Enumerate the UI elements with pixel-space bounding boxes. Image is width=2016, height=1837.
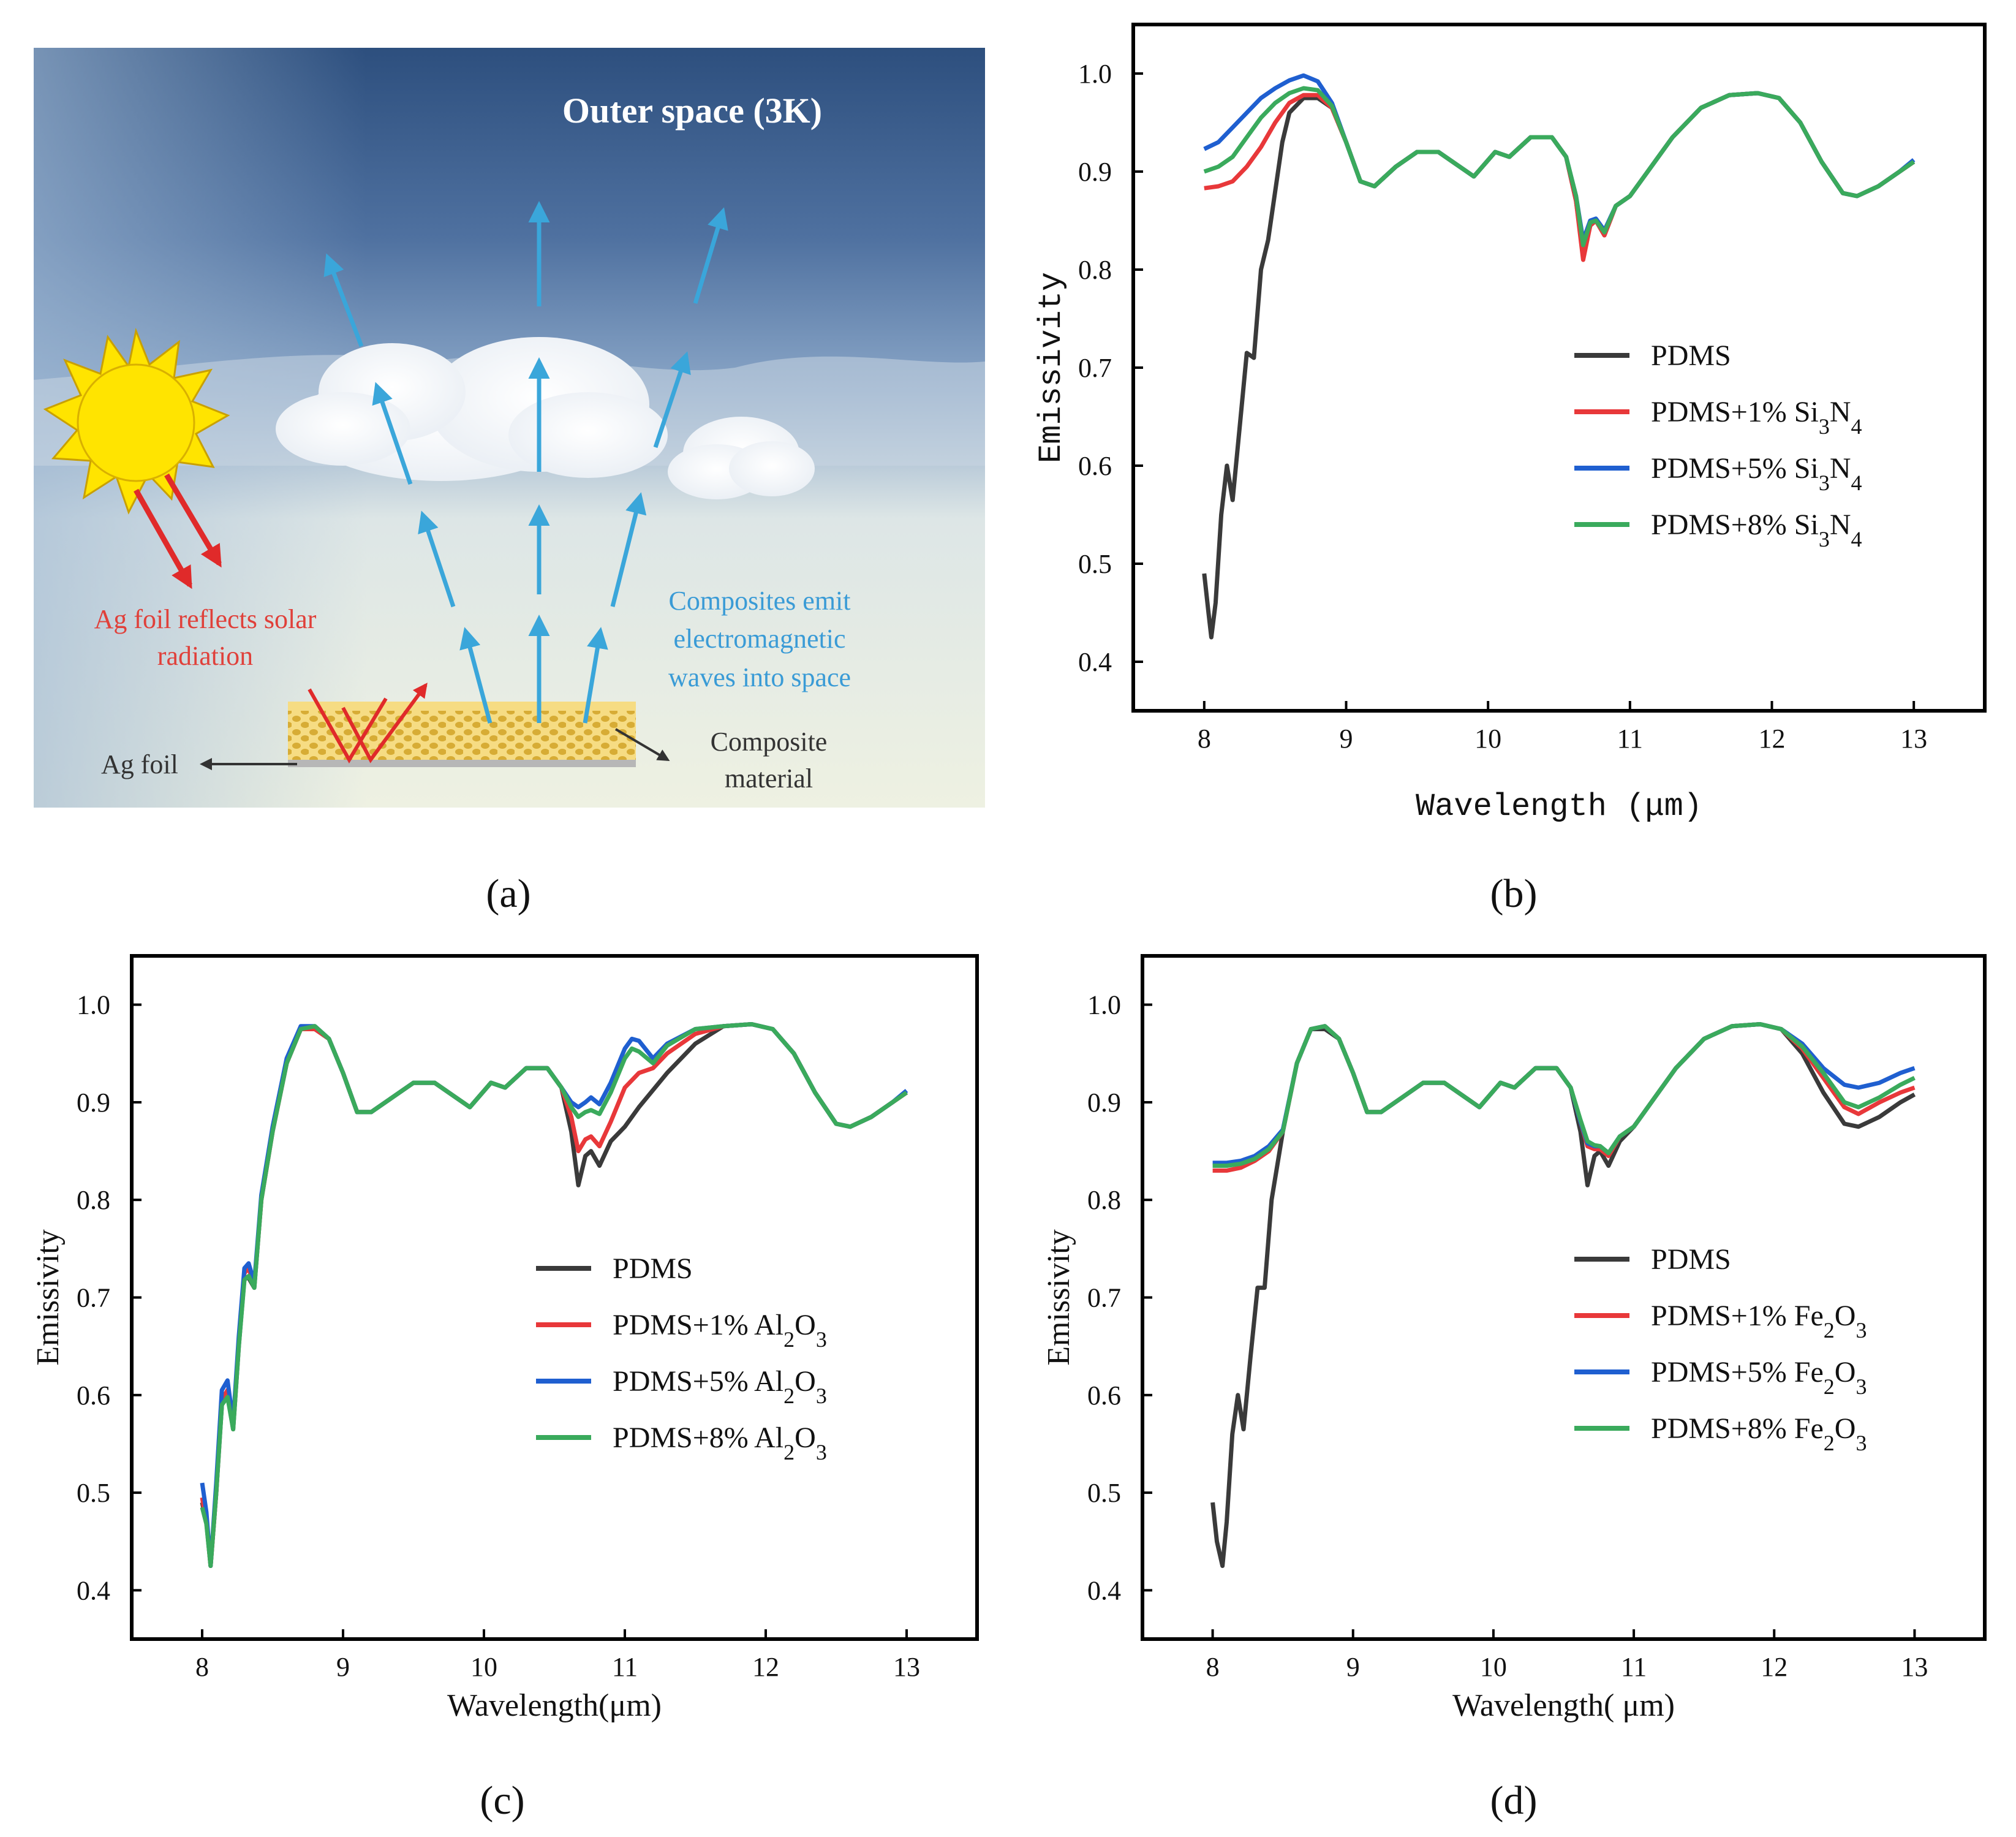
ag-foil-layer bbox=[288, 760, 636, 767]
y-tick-label: 0.9 bbox=[77, 1088, 110, 1118]
y-tick-label: 0.6 bbox=[77, 1381, 110, 1411]
x-tick-label: 12 bbox=[752, 1652, 779, 1682]
series-line bbox=[1212, 1022, 1916, 1168]
y-tick-label: 0.7 bbox=[1087, 1283, 1121, 1313]
x-tick-label: 11 bbox=[1617, 724, 1643, 754]
chart-d: 8 9 10 11 12 13 0.4 0.5 0.6 0.7 0.8 0.9 1.0 Wavelengt… bbox=[1041, 954, 1987, 1723]
y-tick-label: 0.6 bbox=[1078, 451, 1112, 481]
emit-text-line1: Composites emit bbox=[669, 586, 851, 616]
series-line bbox=[200, 1022, 908, 1568]
x-tick-label: 9 bbox=[1340, 724, 1353, 754]
series-line bbox=[200, 1022, 908, 1568]
emit-text-line2: electromagnetic bbox=[674, 624, 846, 654]
series-line bbox=[1202, 91, 1916, 640]
series-line bbox=[1212, 1022, 1916, 1165]
x-axis-label: Wavelength (μm) bbox=[1416, 789, 1702, 825]
y-tick-label: 0.7 bbox=[77, 1283, 110, 1313]
x-tick-label: 10 bbox=[1474, 724, 1501, 754]
legend-label: PDMS+1% Al2O3 bbox=[613, 1309, 827, 1352]
plot-frame bbox=[1141, 954, 1987, 1641]
series-line bbox=[200, 1022, 908, 1568]
plot-frame bbox=[130, 954, 979, 1641]
series-line bbox=[1204, 91, 1916, 262]
x-tick-label: 12 bbox=[1759, 724, 1786, 754]
y-axis-label: Emissivity bbox=[1041, 1229, 1076, 1365]
x-tick-label: 13 bbox=[1901, 1652, 1928, 1682]
chart-b: 8 9 10 11 12 13 0.4 0.5 0.6 0.7 0.8 0.9 1.0 Wavelengt… bbox=[1033, 23, 1987, 825]
y-tick-label: 0.5 bbox=[77, 1478, 110, 1508]
legend-label: PDMS+8% Al2O3 bbox=[613, 1422, 827, 1464]
x-tick-label: 13 bbox=[1900, 724, 1927, 754]
x-tick-label: 8 bbox=[1198, 724, 1211, 754]
y-tick-label: 0.8 bbox=[77, 1185, 110, 1215]
small-cloud-icon bbox=[668, 417, 815, 499]
panel-c-label: (c) bbox=[480, 1778, 524, 1823]
y-tick-label: 0.7 bbox=[1078, 353, 1112, 383]
x-tick-label: 11 bbox=[1621, 1652, 1647, 1682]
x-axis-label: Wavelength(μm) bbox=[447, 1688, 662, 1723]
y-tick-label: 1.0 bbox=[1087, 990, 1121, 1020]
legend-label: PDMS+5% Al2O3 bbox=[613, 1365, 827, 1408]
panel-a-illustration: Outer space (3K) Ag foil reflects solar … bbox=[34, 48, 985, 916]
reflect-arrow bbox=[164, 473, 222, 568]
y-tick-label: 0.8 bbox=[1078, 255, 1112, 285]
series-line bbox=[1210, 1022, 1916, 1568]
composite-label-line1: Composite bbox=[711, 727, 828, 757]
legend-label: PDMS bbox=[1651, 1243, 1731, 1276]
x-tick-label: 9 bbox=[1346, 1652, 1360, 1682]
x-tick-label: 8 bbox=[1206, 1652, 1220, 1682]
y-tick-label: 0.4 bbox=[1078, 647, 1112, 677]
composite-label-line2: material bbox=[725, 763, 813, 794]
y-tick-label: 1.0 bbox=[1078, 59, 1112, 89]
plot-frame bbox=[1131, 23, 1987, 713]
y-tick-label: 0.9 bbox=[1078, 157, 1112, 187]
sun-icon bbox=[43, 327, 230, 515]
x-axis-label: Wavelength( μm) bbox=[1452, 1688, 1675, 1723]
sun-text-line2: radiation bbox=[157, 641, 253, 671]
y-tick-label: 0.4 bbox=[1087, 1575, 1121, 1605]
legend-label: PDMS+1% Fe2O3 bbox=[1651, 1300, 1867, 1343]
y-axis-label: Emissivity bbox=[1033, 272, 1070, 463]
legend-label: PDMS+5% Fe2O3 bbox=[1651, 1356, 1867, 1399]
y-tick-label: 0.4 bbox=[77, 1575, 110, 1605]
x-tick-label: 10 bbox=[470, 1652, 497, 1682]
reflect-arrow bbox=[134, 488, 192, 589]
panel-a-label: (a) bbox=[486, 871, 530, 916]
sun-text-line1: Ag foil reflects solar bbox=[94, 604, 317, 634]
x-tick-label: 8 bbox=[195, 1652, 209, 1682]
legend-label: PDMS bbox=[613, 1252, 693, 1285]
y-tick-label: 0.9 bbox=[1087, 1088, 1121, 1118]
legend-label: PDMS+1% Si3N4 bbox=[1651, 396, 1862, 439]
panel-b-label: (b) bbox=[1490, 871, 1538, 916]
x-tick-label: 9 bbox=[336, 1652, 350, 1682]
series-line bbox=[1212, 1022, 1916, 1173]
x-tick-label: 10 bbox=[1480, 1652, 1507, 1682]
y-tick-label: 0.8 bbox=[1087, 1185, 1121, 1215]
emission-arrows bbox=[323, 201, 728, 724]
x-tick-label: 11 bbox=[612, 1652, 638, 1682]
y-tick-label: 0.5 bbox=[1087, 1478, 1121, 1508]
emit-text-line3: waves into space bbox=[668, 662, 851, 692]
series-line bbox=[1203, 73, 1916, 243]
y-tick-label: 0.5 bbox=[1078, 549, 1112, 579]
chart-c: 8 9 10 11 12 13 0.4 0.5 0.6 0.7 0.8 0.9 1.0 Wavelengt… bbox=[31, 954, 979, 1723]
x-tick-label: 13 bbox=[893, 1652, 920, 1682]
legend-label: PDMS bbox=[1651, 339, 1731, 372]
series-line bbox=[1203, 86, 1916, 248]
legend-label: PDMS+8% Si3N4 bbox=[1651, 509, 1862, 551]
panel-d-label: (d) bbox=[1490, 1778, 1538, 1823]
y-axis-label: Emissivity bbox=[31, 1229, 66, 1365]
ag-foil-label: Ag foil bbox=[101, 749, 178, 779]
y-tick-label: 0.6 bbox=[1087, 1381, 1121, 1411]
series-line bbox=[200, 1022, 908, 1568]
x-tick-label: 12 bbox=[1761, 1652, 1788, 1682]
panel-a-title: Outer space (3K) bbox=[562, 91, 822, 131]
legend-label: PDMS+5% Si3N4 bbox=[1651, 452, 1862, 495]
y-tick-label: 1.0 bbox=[77, 990, 110, 1020]
legend-label: PDMS+8% Fe2O3 bbox=[1651, 1412, 1867, 1455]
